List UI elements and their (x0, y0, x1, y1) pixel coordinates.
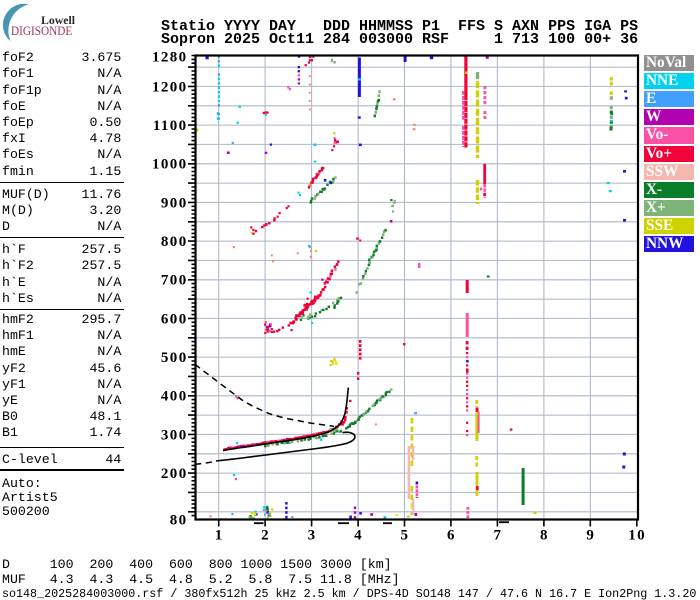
svg-text:7: 7 (493, 527, 502, 543)
svg-text:1280: 1280 (152, 49, 188, 65)
svg-text:3: 3 (308, 527, 317, 543)
svg-text:400: 400 (161, 389, 188, 405)
svg-text:80: 80 (170, 512, 188, 528)
svg-text:1000: 1000 (152, 157, 188, 173)
svg-text:900: 900 (161, 195, 188, 211)
svg-text:1100: 1100 (153, 118, 188, 134)
svg-text:1: 1 (215, 527, 224, 543)
svg-text:5: 5 (401, 527, 410, 543)
svg-text:2: 2 (261, 527, 270, 543)
svg-text:8: 8 (540, 527, 549, 543)
svg-text:700: 700 (161, 273, 188, 289)
svg-text:1200: 1200 (152, 79, 188, 95)
svg-text:600: 600 (161, 311, 188, 327)
svg-text:200: 200 (161, 466, 188, 482)
svg-text:Lowell: Lowell (41, 13, 76, 27)
svg-text:6: 6 (447, 527, 456, 543)
svg-text:800: 800 (161, 234, 188, 250)
svg-text:9: 9 (586, 527, 595, 543)
svg-text:10: 10 (628, 527, 646, 543)
svg-text:4: 4 (354, 527, 363, 543)
svg-text:300: 300 (161, 427, 188, 443)
svg-text:500: 500 (161, 350, 188, 366)
